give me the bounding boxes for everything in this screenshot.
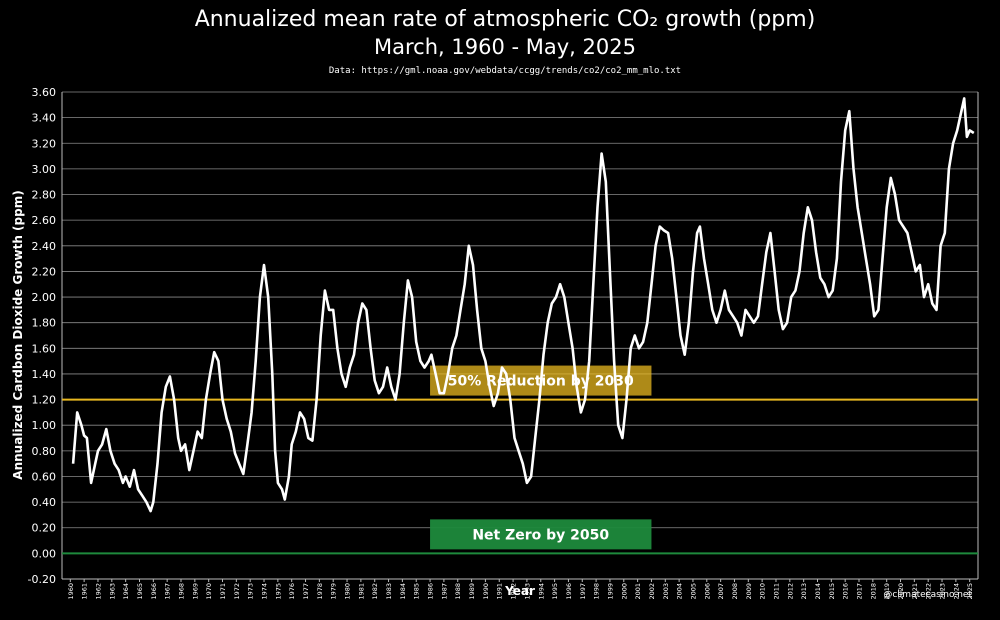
y-tick-label: 0.60: [32, 470, 57, 483]
x-tick-label: 1996: [565, 583, 573, 600]
x-tick-label: 1969: [191, 583, 199, 600]
x-tick-label: 1980: [344, 583, 352, 600]
source: Data: https://gml.noaa.gov/webdata/ccgg/…: [329, 66, 681, 76]
x-tick-label: 1988: [454, 583, 462, 600]
y-tick-label: 3.60: [32, 86, 57, 99]
y-tick-label: 0.00: [32, 547, 57, 560]
x-tick-label: 2024: [952, 583, 960, 600]
x-tick-label: 1978: [316, 583, 324, 600]
x-tick-label: 2012: [786, 583, 794, 600]
x-tick-label: 1981: [357, 583, 365, 600]
x-tick-label: 1963: [108, 583, 116, 600]
x-tick-label: 1979: [330, 583, 338, 600]
x-tick-label: 1964: [122, 583, 130, 600]
x-tick-label: 1997: [579, 583, 587, 600]
x-tick-label: 2006: [703, 583, 711, 600]
y-tick-label: 2.80: [32, 189, 57, 202]
credit: @climatecasino.net: [883, 590, 972, 600]
x-tick-label: 1992: [510, 583, 518, 600]
x-tick-label: 2022: [925, 583, 933, 600]
chart-subtitle: March, 1960 - May, 2025: [374, 35, 636, 59]
data-line: [71, 97, 975, 513]
y-tick-label: 3.40: [32, 112, 57, 125]
x-tick-label: 1961: [81, 583, 89, 600]
y-tick-label: 3.20: [32, 137, 57, 150]
x-tick-label: 1972: [233, 583, 241, 600]
y-tick-label: 2.00: [32, 291, 57, 304]
y-tick-label: 1.80: [32, 317, 57, 330]
x-tick-label: 1967: [164, 583, 172, 600]
x-tick-label: 1975: [274, 583, 282, 600]
y-tick-label: 1.20: [32, 394, 57, 407]
x-tick-label: 2016: [842, 583, 850, 600]
x-tick-label: 2007: [717, 583, 725, 600]
x-tick-label: 2014: [814, 583, 822, 600]
y-tick-label: 0.20: [32, 522, 57, 535]
x-tick-label: 2009: [745, 583, 753, 600]
x-tick-label: 1966: [150, 583, 158, 600]
x-tick-label: 1983: [385, 583, 393, 600]
y-tick-label: 1.60: [32, 342, 57, 355]
x-axis-label: Year: [504, 584, 535, 598]
y-tick-label: 1.40: [32, 368, 57, 381]
x-tick-label: 1974: [261, 583, 269, 600]
x-tick-label: 1962: [94, 583, 102, 600]
y-tick-label: 0.40: [32, 496, 57, 509]
y-tick-label: 2.60: [32, 214, 57, 227]
x-tick-label: 1995: [551, 583, 559, 600]
x-tick-label: 1987: [440, 583, 448, 600]
x-tick-label: 1991: [496, 583, 504, 600]
x-tick-label: 1976: [288, 583, 296, 600]
x-tick-label: 2003: [662, 583, 670, 600]
x-tick-label: 1998: [593, 583, 601, 600]
x-tick-label: 2020: [897, 583, 905, 600]
x-tick-label: 1968: [177, 583, 185, 600]
x-tick-label: 1993: [523, 583, 531, 600]
x-tick-label: 2000: [620, 583, 628, 600]
y-tick-label: 2.20: [32, 265, 57, 278]
x-tick-label: 1985: [413, 583, 421, 600]
x-tick-label: 2008: [731, 583, 739, 600]
x-tick-label: 2018: [869, 583, 877, 600]
x-tick-label: 2004: [676, 583, 684, 600]
reference-box: [430, 519, 652, 550]
x-tick-label: 2011: [772, 583, 780, 600]
x-tick-label: 2001: [634, 583, 642, 600]
x-tick-label: 1982: [371, 583, 379, 600]
y-tick-label: 2.40: [32, 240, 57, 253]
x-tick-label: 1965: [136, 583, 144, 600]
x-tick-label: 1989: [468, 583, 476, 600]
x-tick-label: 1970: [205, 583, 213, 600]
x-tick-label: 2021: [911, 583, 919, 600]
x-tick-label: 1990: [482, 583, 490, 600]
x-tick-label: 1986: [427, 583, 435, 600]
y-tick-label: 0.80: [32, 445, 57, 458]
x-tick-label: 2010: [759, 583, 767, 600]
x-tick-label: 2005: [689, 583, 697, 600]
x-tick-label: 1999: [606, 583, 614, 600]
x-tick-label: 2017: [856, 583, 864, 600]
x-tick-label: 2013: [800, 583, 808, 600]
y-tick-label: -0.20: [28, 573, 56, 586]
reference-label: Net Zero by 2050: [472, 527, 609, 543]
x-tick-label: 1984: [399, 583, 407, 600]
x-tick-label: 1977: [302, 583, 310, 600]
x-tick-label: 2025: [966, 583, 974, 600]
x-tick-label: 2002: [648, 583, 656, 600]
y-tick-label: 1.00: [32, 419, 57, 432]
x-tick-label: 2019: [883, 583, 891, 600]
x-tick-label: 2015: [828, 583, 836, 600]
x-tick-label: 1971: [219, 583, 227, 600]
x-tick-label: 1994: [537, 583, 545, 600]
chart-title: Annualized mean rate of atmospheric CO₂ …: [195, 7, 816, 32]
x-tick-label: 2023: [939, 583, 947, 600]
x-tick-label: 1973: [247, 583, 255, 600]
y-tick-label: 3.00: [32, 163, 57, 176]
y-axis-label: Annualized Cardbon Dioxide Growth (ppm): [11, 190, 25, 479]
x-tick-label: 1960: [67, 583, 75, 600]
